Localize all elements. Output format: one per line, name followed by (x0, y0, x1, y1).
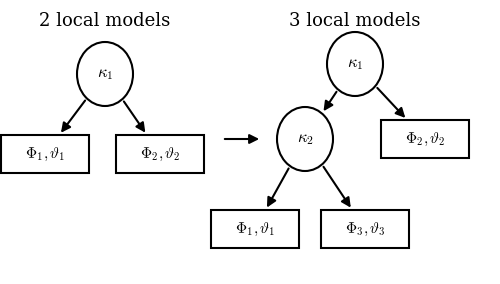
Text: 3 local models: 3 local models (290, 12, 420, 30)
Bar (381, 120, 469, 158)
Ellipse shape (77, 42, 133, 106)
Bar (1, 135, 89, 173)
Text: $\Phi_1, \vartheta_1$: $\Phi_1, \vartheta_1$ (234, 220, 276, 238)
Bar (321, 210, 409, 248)
Ellipse shape (277, 107, 333, 171)
Text: $\Phi_1, \vartheta_1$: $\Phi_1, \vartheta_1$ (24, 145, 66, 162)
Text: $\kappa_2$: $\kappa_2$ (296, 131, 314, 147)
Text: $\Phi_2, \vartheta_2$: $\Phi_2, \vartheta_2$ (404, 130, 446, 148)
Text: $\Phi_2, \vartheta_2$: $\Phi_2, \vartheta_2$ (140, 145, 180, 162)
Ellipse shape (327, 32, 383, 96)
Text: $\Phi_3, \vartheta_3$: $\Phi_3, \vartheta_3$ (344, 220, 386, 238)
Text: $\kappa_1$: $\kappa_1$ (347, 55, 363, 72)
Bar (116, 135, 204, 173)
Text: 2 local models: 2 local models (40, 12, 170, 30)
Bar (211, 210, 299, 248)
Text: $\kappa_1$: $\kappa_1$ (97, 66, 113, 82)
